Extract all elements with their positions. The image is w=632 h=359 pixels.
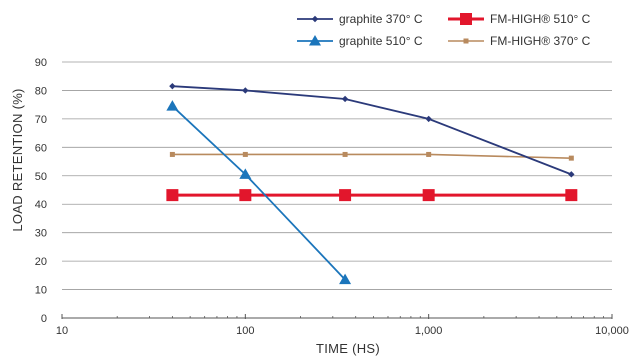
legend-label-2: FM-HIGH® 510° C [490, 12, 591, 26]
legend-entry-2: FM-HIGH® 510° C [448, 12, 591, 26]
legend-entry-3: FM-HIGH® 370° C [448, 34, 591, 48]
data-point-3-1 [242, 151, 248, 157]
legend-label-0: graphite 370° C [339, 12, 423, 26]
data-point-2-2 [339, 189, 352, 202]
data-point-1-2 [339, 273, 352, 285]
legend-label-3: FM-HIGH® 370° C [490, 34, 591, 48]
x-axis-title: TIME (HS) [316, 341, 380, 356]
data-point-0-0 [169, 82, 176, 90]
y-tick-label-40: 40 [35, 199, 47, 211]
y-tick-label-20: 20 [35, 256, 47, 268]
y-tick-label-50: 50 [35, 171, 47, 183]
series-2 [166, 189, 578, 202]
y-tick-label-60: 60 [35, 142, 47, 154]
legend-entry-0: graphite 370° C [297, 12, 423, 26]
y-tick-label-0: 0 [41, 313, 47, 325]
y-tick-label-80: 80 [35, 85, 47, 97]
data-point-0-1 [242, 87, 249, 94]
tick-labels: 0 10 20 30 40 50 60 70 80 90 10 100 1,000 10,000 [35, 57, 629, 337]
y-axis-title: LOAD RETENTION (%) [10, 88, 25, 231]
series-line-3 [172, 153, 572, 159]
legend-label-1: graphite 510° C [339, 34, 423, 48]
x-tick-label-1000: 1,000 [415, 325, 443, 337]
data-point-2-4 [565, 189, 578, 202]
data-point-0-2 [341, 95, 349, 103]
y-tick-label-90: 90 [35, 57, 47, 69]
gridlines [62, 61, 612, 290]
data-point-0-3 [425, 115, 432, 123]
y-tick-label-10: 10 [35, 285, 47, 297]
data-point-2-1 [239, 189, 252, 202]
data-point-3-4 [568, 155, 574, 161]
plot-area [166, 82, 578, 285]
x-tick-label-100: 100 [236, 325, 254, 337]
data-point-3-2 [342, 151, 348, 157]
legend-swatch-marker-0 [311, 15, 319, 23]
data-point-0-4 [568, 171, 575, 178]
legend-swatch-marker-2 [460, 13, 472, 25]
data-point-3-3 [426, 151, 432, 157]
legend-swatch-marker-1 [309, 35, 321, 46]
data-point-2-3 [422, 189, 435, 202]
data-point-2-0 [166, 189, 179, 202]
series-0 [169, 82, 575, 178]
axes [61, 314, 613, 319]
x-tick-label-10000: 10,000 [595, 325, 629, 337]
series-line-1 [171, 105, 346, 281]
y-tick-label-30: 30 [35, 228, 47, 240]
legend-swatch-marker-3 [463, 38, 469, 44]
data-point-1-1 [239, 168, 252, 179]
data-point-1-0 [166, 100, 179, 111]
legend-entry-1: graphite 510° C [297, 34, 423, 48]
x-tick-label-10: 10 [56, 325, 68, 337]
data-point-3-0 [169, 151, 175, 157]
series-1 [166, 100, 352, 285]
series-3 [169, 151, 574, 161]
legend: graphite 370° C graphite 510° C FM-HIGH® 5… [297, 12, 591, 48]
y-tick-label-70: 70 [35, 114, 47, 126]
